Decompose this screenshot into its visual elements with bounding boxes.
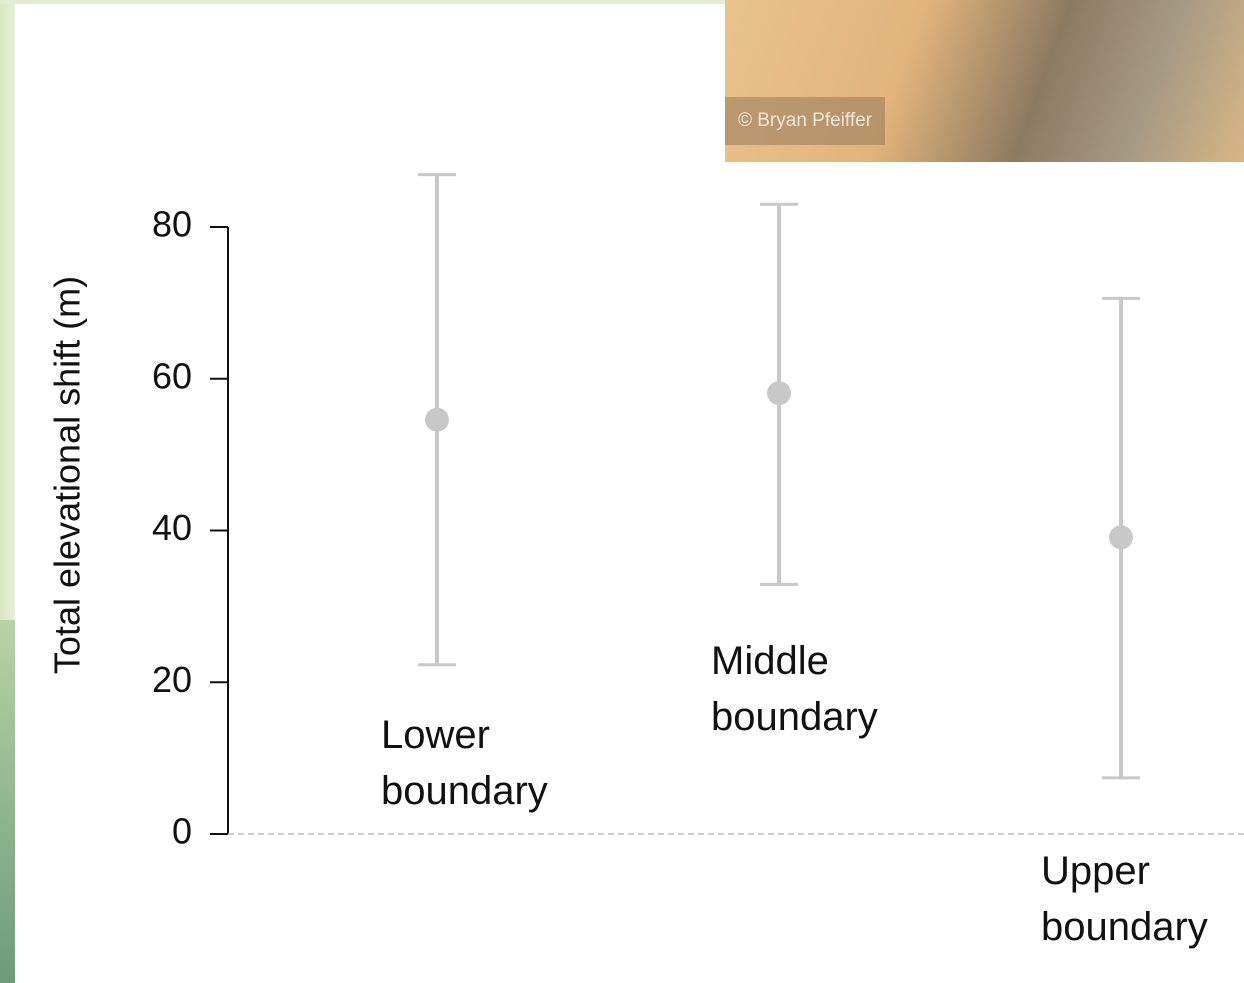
point (425, 407, 449, 432)
category-label: Upper boundary (1041, 849, 1208, 949)
point (767, 381, 791, 406)
y-axis-label: Total elevational shift (m) (47, 276, 88, 674)
category-label: Lower boundary (381, 713, 548, 813)
y-tick-label: 60 (152, 355, 192, 396)
category-label: Middle boundary (711, 639, 878, 739)
y-tick-label: 40 (152, 507, 192, 548)
bird-photo: © Bryan Pfeiffer (725, 0, 1244, 162)
y-tick-label: 20 (152, 659, 192, 700)
y-tick-label: 80 (152, 204, 192, 245)
point (1109, 525, 1133, 550)
tree-decoration (0, 620, 15, 983)
y-tick-label: 0 (172, 811, 192, 852)
photo-credit: © Bryan Pfeiffer (725, 97, 885, 145)
top-strip (0, 0, 1244, 4)
